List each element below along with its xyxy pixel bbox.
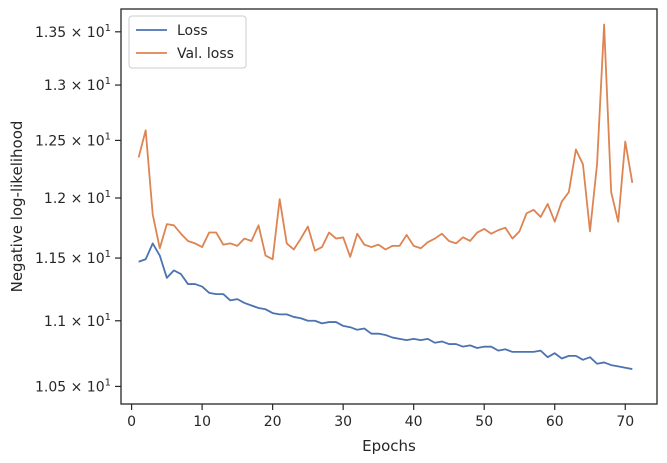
- x-axis: 0 10 20 30 40 50 60 70: [127, 404, 634, 430]
- x-tick-label: 40: [405, 414, 423, 430]
- x-tick-label: 60: [546, 414, 564, 430]
- y-tick-label: 1.05 × 101: [35, 377, 111, 395]
- y-tick-label: 1.1 × 101: [44, 312, 111, 330]
- y-tick-label: 1.2 × 101: [44, 189, 111, 207]
- x-tick-label: 30: [334, 414, 352, 430]
- y-axis: 1.05 × 101 1.1 × 101 1.15 × 101 1.2 × 101 1.…: [35, 23, 121, 395]
- plot-frame: [120, 8, 658, 405]
- y-tick-label: 1.25 × 101: [35, 131, 111, 149]
- x-axis-label: Epochs: [362, 437, 416, 455]
- x-tick-label: 20: [264, 414, 282, 430]
- series-line-val-loss: [137, 23, 634, 261]
- y-tick-label: 1.35 × 101: [35, 23, 111, 41]
- legend: Loss Val. loss: [128, 15, 247, 69]
- y-axis-label: Negative log-likelihood: [8, 121, 26, 293]
- legend-box: [128, 15, 247, 69]
- legend-label-loss: Loss: [177, 23, 208, 39]
- x-tick-label: 70: [616, 414, 634, 430]
- y-tick-label: 1.3 × 101: [44, 76, 111, 94]
- legend-label-val-loss: Val. loss: [177, 46, 234, 62]
- plot-lines: [137, 23, 634, 370]
- x-tick-label: 0: [127, 414, 136, 430]
- x-tick-label: 10: [193, 414, 211, 430]
- x-tick-label: 50: [475, 414, 493, 430]
- y-tick-label: 1.15 × 101: [35, 249, 111, 267]
- series-line-loss: [138, 242, 633, 370]
